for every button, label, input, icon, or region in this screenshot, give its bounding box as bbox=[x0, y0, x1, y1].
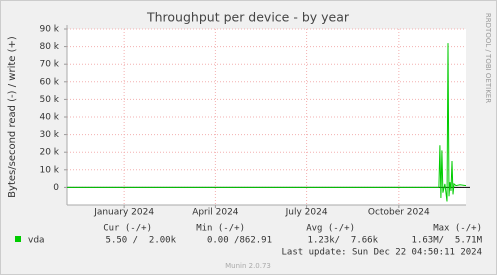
x-tick-label: October 2024 bbox=[368, 208, 430, 218]
y-tick-label: 30 k bbox=[39, 130, 59, 140]
y-axis-label: Bytes/second read (-) / write (+) bbox=[7, 36, 18, 198]
chart-title: Throughput per device - by year bbox=[146, 10, 350, 25]
last-update: Last update: Sun Dec 22 04:50:11 2024 bbox=[282, 248, 482, 258]
legend-swatch bbox=[15, 236, 21, 242]
y-tick-label: 90 k bbox=[39, 25, 59, 35]
y-tick-label: 40 k bbox=[39, 113, 59, 123]
x-tick-label: July 2024 bbox=[285, 208, 328, 218]
footer: Munin 2.0.73 bbox=[225, 262, 271, 270]
x-tick-label: January 2024 bbox=[93, 208, 154, 218]
legend-entry: vda bbox=[28, 236, 45, 246]
y-tick-label: 60 k bbox=[39, 77, 59, 87]
stats-header: Avg (-/+) bbox=[306, 224, 355, 234]
y-tick-label: 20 k bbox=[39, 148, 59, 158]
y-tick-label: 50 k bbox=[39, 95, 59, 105]
data-line bbox=[67, 43, 467, 202]
side-text: RRDTOOL / TOBI OETIKER bbox=[484, 13, 492, 103]
stats-header: Max (-/+) bbox=[433, 224, 482, 234]
stats-header: Cur (-/+) bbox=[103, 224, 152, 234]
y-tick-label: 80 k bbox=[39, 42, 59, 52]
stats-value: 1.23k/ 7.66k bbox=[308, 236, 379, 246]
stats-header: Min (-/+) bbox=[196, 224, 245, 234]
x-tick-label: April 2024 bbox=[192, 208, 239, 218]
plot: 0 10 k 20 k 30 k 40 k 50 k 60 k 70 k 80 k 90 k Jan… bbox=[39, 25, 470, 218]
y-tick-label: 70 k bbox=[39, 60, 59, 70]
stats-value: 5.50 / 2.00k bbox=[106, 236, 177, 246]
stats-value: 1.63M/ 5.71M bbox=[412, 236, 483, 246]
y-tick-label: 0 bbox=[53, 183, 59, 193]
y-tick-label: 10 k bbox=[39, 165, 59, 175]
stats-value: 0.00 /862.91 bbox=[207, 236, 272, 246]
